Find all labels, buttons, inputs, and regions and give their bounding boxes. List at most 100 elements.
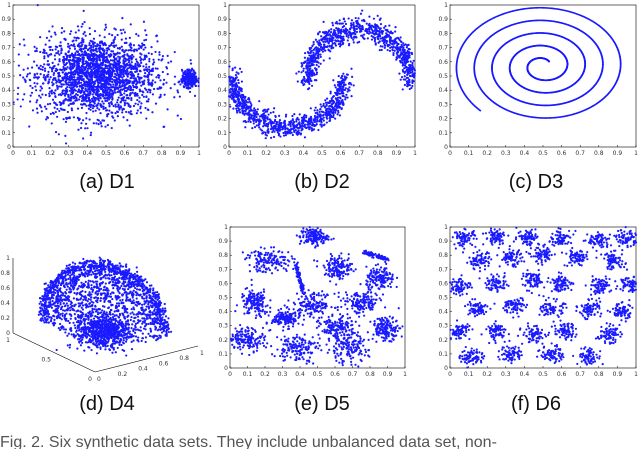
data-point (107, 112, 110, 116)
data-point (36, 82, 39, 85)
data-point (111, 50, 115, 53)
data-point (130, 61, 133, 64)
y-tick-label: 0.8 (217, 30, 227, 37)
data-point (143, 57, 147, 61)
data-point (249, 102, 252, 105)
data-point (347, 17, 350, 20)
data-point (229, 77, 232, 80)
data-point (396, 42, 399, 45)
data-point (23, 78, 26, 81)
data-point (266, 129, 269, 132)
data-point (97, 75, 100, 79)
data-point (308, 75, 311, 78)
data-point (86, 80, 89, 84)
data-point (342, 38, 345, 42)
data-point (115, 52, 119, 55)
data-point (22, 38, 25, 41)
data-point (336, 96, 340, 99)
data-point (123, 51, 126, 54)
data-point (116, 98, 119, 102)
data-point (96, 43, 99, 46)
data-point (92, 88, 96, 91)
data-point (312, 63, 315, 66)
data-point (316, 109, 319, 112)
data-point (105, 109, 109, 112)
data-point (145, 88, 148, 92)
data-point (88, 94, 91, 97)
data-point (121, 108, 124, 111)
data-point (72, 101, 75, 104)
data-point (30, 91, 34, 94)
data-point (357, 17, 360, 20)
data-point (141, 80, 144, 83)
data-point (88, 64, 91, 67)
data-point (144, 46, 147, 49)
data-point (48, 46, 51, 49)
data-point (150, 73, 153, 76)
data-point (106, 124, 109, 127)
data-point (288, 121, 291, 124)
data-point (359, 29, 362, 32)
data-point (119, 79, 122, 82)
data-point (306, 50, 310, 54)
data-point (114, 28, 117, 31)
data-point (29, 94, 32, 97)
data-point (76, 50, 80, 54)
data-point (75, 93, 78, 96)
data-point (60, 51, 63, 55)
data-point (129, 42, 132, 45)
data-point (379, 45, 382, 48)
data-point (62, 118, 65, 121)
data-point (78, 52, 81, 56)
data-point (72, 71, 75, 74)
data-point (66, 85, 69, 89)
data-point (401, 88, 404, 91)
data-point (237, 90, 240, 93)
data-point (122, 60, 125, 63)
data-point (179, 117, 183, 121)
data-point (144, 72, 147, 75)
data-point (71, 40, 74, 43)
data-point (39, 85, 42, 88)
data-point (275, 121, 278, 124)
data-point (302, 121, 305, 125)
data-point (320, 110, 323, 113)
data-point (303, 56, 307, 59)
data-point (88, 32, 92, 36)
data-point (65, 73, 68, 76)
data-point (266, 118, 269, 121)
data-point (80, 50, 83, 53)
data-point (404, 70, 407, 73)
data-point (75, 36, 78, 40)
data-point (352, 31, 355, 35)
data-point (348, 81, 351, 85)
data-point (64, 142, 68, 145)
data-point (162, 78, 166, 81)
data-point (122, 99, 125, 102)
data-point (142, 43, 145, 47)
data-point (266, 125, 269, 128)
data-point (64, 38, 67, 41)
data-point (64, 134, 67, 137)
data-point (228, 65, 231, 68)
data-point (313, 67, 317, 70)
data-point (42, 48, 45, 51)
data-point (278, 128, 281, 131)
data-point (334, 31, 337, 35)
data-point (96, 59, 99, 62)
data-point (110, 100, 113, 104)
data-point (57, 75, 60, 78)
data-point (121, 76, 124, 79)
data-point (328, 44, 331, 47)
data-point (342, 72, 345, 75)
data-point (124, 99, 127, 102)
data-point (54, 33, 57, 36)
data-point (150, 84, 154, 87)
data-point (58, 109, 61, 113)
data-point (252, 118, 255, 121)
data-point (258, 100, 261, 103)
data-point (16, 98, 19, 101)
data-point (372, 30, 375, 33)
data-point (342, 83, 346, 86)
data-point (39, 72, 42, 76)
